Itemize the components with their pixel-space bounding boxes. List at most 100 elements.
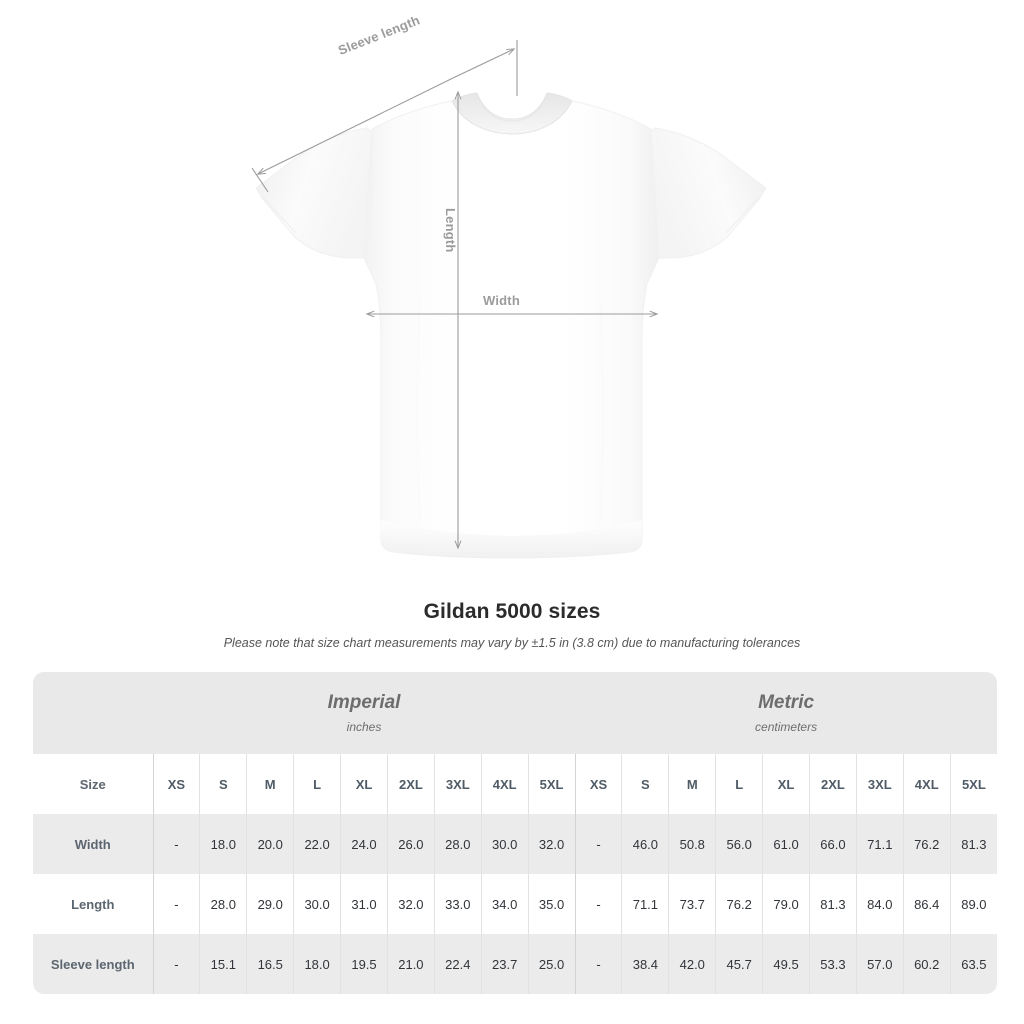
size-header-imperial-xl: XL <box>340 754 388 814</box>
unit-header-row: Imperial inches Metric centimeters <box>33 672 998 754</box>
size-header-imperial-xs: XS <box>152 754 200 814</box>
size-header-metric-s: S <box>621 754 669 814</box>
length-label: Length <box>443 208 458 253</box>
unit-group-metric: Metric centimeters <box>575 672 998 754</box>
width-imperial-l: 22.0 <box>293 814 341 874</box>
width-metric-2xl: 66.0 <box>809 814 857 874</box>
table-row: Sleeve length - 15.1 16.5 18.0 19.5 21.0… <box>33 934 998 994</box>
length-imperial-5xl: 35.0 <box>527 874 576 934</box>
sleeve-metric-2xl: 53.3 <box>809 934 857 994</box>
shirt-shape <box>255 92 767 559</box>
row-label-width: Width <box>33 814 153 874</box>
length-imperial-3xl: 33.0 <box>433 874 482 934</box>
page-title: Gildan 5000 sizes <box>423 600 601 623</box>
width-imperial-xs: - <box>152 814 200 874</box>
length-metric-l: 76.2 <box>715 874 763 934</box>
sleeve-metric-3xl: 57.0 <box>855 934 904 994</box>
size-chart-table: Imperial inches Metric centimeters Size … <box>33 672 998 994</box>
size-header-metric-2xl: 2XL <box>809 754 857 814</box>
width-imperial-4xl: 30.0 <box>480 814 529 874</box>
width-imperial-s: 18.0 <box>199 814 247 874</box>
length-imperial-xl: 31.0 <box>340 874 388 934</box>
sleeve-imperial-l: 18.0 <box>293 934 341 994</box>
size-header-imperial-s: S <box>199 754 247 814</box>
unit-group-imperial: Imperial inches <box>153 672 576 754</box>
sleeve-imperial-xs: - <box>152 934 200 994</box>
size-header-metric-5xl: 5XL <box>949 754 998 814</box>
sleeve-length-dimension <box>251 40 518 193</box>
size-header-imperial-2xl: 2XL <box>386 754 435 814</box>
width-metric-4xl: 76.2 <box>902 814 951 874</box>
sleeve-metric-s: 38.4 <box>621 934 669 994</box>
unit-group-metric-sub: centimeters <box>755 720 818 735</box>
width-metric-l: 56.0 <box>715 814 763 874</box>
size-header-metric-4xl: 4XL <box>902 754 951 814</box>
length-metric-2xl: 81.3 <box>809 874 857 934</box>
width-metric-m: 50.8 <box>668 814 716 874</box>
sleeve-imperial-m: 16.5 <box>246 934 294 994</box>
length-metric-4xl: 86.4 <box>902 874 951 934</box>
sleeve-metric-5xl: 63.5 <box>949 934 998 994</box>
sleeve-imperial-2xl: 21.0 <box>386 934 435 994</box>
sleeve-metric-l: 45.7 <box>715 934 763 994</box>
size-header-imperial-l: L <box>293 754 341 814</box>
sleeve-imperial-s: 15.1 <box>199 934 247 994</box>
width-metric-xl: 61.0 <box>762 814 810 874</box>
tshirt-illustration: Sleeve length Length Width <box>251 12 767 559</box>
sleeve-metric-m: 42.0 <box>668 934 716 994</box>
unit-header-spacer <box>33 672 153 754</box>
unit-group-imperial-name: Imperial <box>327 691 401 713</box>
table-row: Length - 28.0 29.0 30.0 31.0 32.0 33.0 3… <box>33 874 998 934</box>
size-chart-table-wrap: Imperial inches Metric centimeters Size … <box>33 672 998 994</box>
length-imperial-2xl: 32.0 <box>386 874 435 934</box>
title-block: Gildan 5000 sizes Please note that size … <box>0 600 1024 650</box>
tshirt-svg <box>251 40 767 559</box>
unit-group-metric-name: Metric <box>758 691 815 713</box>
length-imperial-xs: - <box>152 874 200 934</box>
length-imperial-m: 29.0 <box>246 874 294 934</box>
length-metric-3xl: 84.0 <box>855 874 904 934</box>
tolerance-note: Please note that size chart measurements… <box>223 636 801 650</box>
length-imperial-s: 28.0 <box>199 874 247 934</box>
length-metric-xl: 79.0 <box>762 874 810 934</box>
size-header-imperial-4xl: 4XL <box>480 754 529 814</box>
sleeve-metric-xl: 49.5 <box>762 934 810 994</box>
unit-group-imperial-sub: inches <box>346 720 382 735</box>
sleeve-metric-4xl: 60.2 <box>902 934 951 994</box>
length-metric-xs: - <box>574 874 622 934</box>
size-header-row: Size XS S M L XL 2XL 3XL 4XL 5XL XS S M … <box>33 754 998 814</box>
width-metric-5xl: 81.3 <box>949 814 998 874</box>
table-row: Width - 18.0 20.0 22.0 24.0 26.0 28.0 30… <box>33 814 998 874</box>
width-metric-xs: - <box>574 814 622 874</box>
width-imperial-5xl: 32.0 <box>527 814 576 874</box>
size-header-metric-xl: XL <box>762 754 810 814</box>
length-imperial-4xl: 34.0 <box>480 874 529 934</box>
length-metric-s: 71.1 <box>621 874 669 934</box>
sleeve-imperial-5xl: 25.0 <box>527 934 576 994</box>
length-imperial-l: 30.0 <box>293 874 341 934</box>
length-metric-5xl: 89.0 <box>949 874 998 934</box>
sleeve-metric-xs: - <box>574 934 622 994</box>
size-header-label: Size <box>33 754 153 814</box>
width-metric-3xl: 71.1 <box>855 814 904 874</box>
width-imperial-3xl: 28.0 <box>433 814 482 874</box>
size-header-metric-3xl: 3XL <box>855 754 904 814</box>
size-header-imperial-m: M <box>246 754 294 814</box>
size-header-metric-xs: XS <box>574 754 622 814</box>
width-imperial-2xl: 26.0 <box>386 814 435 874</box>
size-header-metric-m: M <box>668 754 716 814</box>
width-imperial-m: 20.0 <box>246 814 294 874</box>
sleeve-imperial-xl: 19.5 <box>340 934 388 994</box>
length-metric-m: 73.7 <box>668 874 716 934</box>
size-header-imperial-3xl: 3XL <box>433 754 482 814</box>
width-label: Width <box>483 293 520 308</box>
width-imperial-xl: 24.0 <box>340 814 388 874</box>
row-label-sleeve-length: Sleeve length <box>33 934 153 994</box>
sleeve-imperial-4xl: 23.7 <box>480 934 529 994</box>
width-metric-s: 46.0 <box>621 814 669 874</box>
sleeve-imperial-3xl: 22.4 <box>433 934 482 994</box>
size-header-metric-l: L <box>715 754 763 814</box>
row-label-length: Length <box>33 874 153 934</box>
size-header-imperial-5xl: 5XL <box>527 754 576 814</box>
